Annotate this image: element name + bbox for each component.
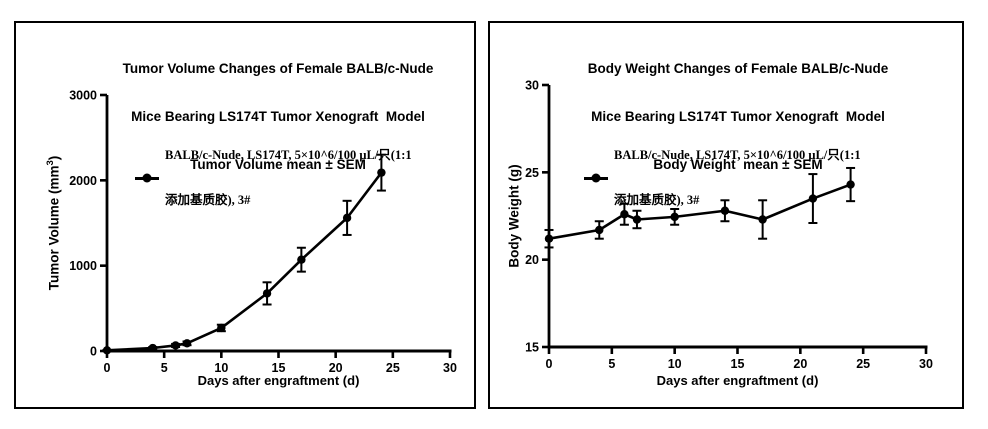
chart-title: Tumor Volume Changes of Female BALB/c-Nu…: [82, 29, 474, 205]
data-point: [342, 213, 352, 223]
y-axis-label: Body Weight (g): [505, 164, 522, 268]
y-tick-label: 1000: [69, 259, 97, 273]
chart-title-line-1: Body Weight Changes of Female BALB/c-Nud…: [587, 61, 889, 76]
legend-dot-icon: [591, 173, 601, 183]
legend-text-line-2: 添加基质胶), 3#: [614, 193, 700, 207]
data-point: [808, 194, 818, 203]
x-axis-label: Days after engraftment (d): [656, 373, 819, 388]
y-tick-label: 3000: [69, 89, 97, 103]
data-point: [297, 255, 306, 264]
y-tick-label: 30: [525, 79, 539, 93]
x-tick-label: 25: [386, 361, 400, 375]
data-point: [595, 225, 604, 235]
data-point: [148, 343, 157, 353]
y-axis-label-superscript: 3: [44, 160, 56, 166]
x-tick-label: 30: [919, 357, 933, 371]
x-tick-label: 20: [793, 357, 807, 371]
data-point: [620, 210, 629, 219]
data-point: [632, 215, 642, 224]
x-axis-label: Days after engraftment (d): [197, 373, 360, 388]
data-point: [171, 341, 180, 350]
x-tick-label: 10: [214, 361, 228, 375]
data-point: [102, 346, 112, 355]
y-tick-label: 25: [525, 166, 539, 180]
x-tick-label: 30: [443, 361, 457, 375]
data-point: [182, 339, 192, 348]
legend-text-line-1: BALB/c-Nude, LS174T, 5×10^6/100 μL/只(1:1: [614, 148, 861, 162]
y-tick-label: 0: [90, 345, 97, 359]
y-axis-label-text: Body Weight (g): [506, 164, 522, 268]
legend-series-marker-icon: [584, 172, 608, 184]
chart-title-line-2: Mice Bearing LS174T Tumor Xenograft Mode…: [131, 109, 425, 124]
body-weight-chart: 0 5 10 15 20 25 30 15 20 25 30: [525, 79, 933, 372]
chart-title-line-1: Tumor Volume Changes of Female BALB/c-Nu…: [122, 61, 434, 76]
legend-text: BALB/c-Nude, LS174T, 5×10^6/100 μL/只(1:1…: [165, 118, 412, 238]
x-tick-label: 0: [546, 357, 553, 371]
y-axis-label: Tumor Volume (mm3): [45, 156, 62, 291]
chart-title-line-3: Tumor Volume mean ± SEM: [190, 157, 366, 172]
data-point: [720, 206, 730, 215]
legend-series-marker-icon: [135, 172, 159, 184]
y-axis-label-text: Tumor Volume (mm: [46, 165, 62, 291]
x-tick-label: 5: [161, 361, 168, 375]
tumor-volume-panel: 0 5 10 15 20 25 30 0 1000 2000 3000 Tumor Volume C…: [14, 21, 476, 409]
data-point: [377, 168, 386, 177]
data-point: [544, 234, 554, 243]
legend-text-line-1: BALB/c-Nude, LS174T, 5×10^6/100 μL/只(1:1: [165, 148, 412, 162]
legend-text-line-2: 添加基质胶), 3#: [165, 193, 251, 207]
data-point: [262, 289, 272, 298]
data-point: [670, 212, 679, 222]
x-tick-label: 20: [329, 361, 343, 375]
x-tick-label: 0: [104, 361, 111, 375]
chart-title: Body Weight Changes of Female BALB/c-Nud…: [548, 29, 928, 205]
data-point: [217, 323, 226, 333]
tumor-volume-chart: 0 5 10 15 20 25 30 0 1000 2000 3000: [69, 89, 457, 376]
legend: BALB/c-Nude, LS174T, 5×10^6/100 μL/只(1:1…: [584, 118, 861, 238]
y-tick-label: 15: [525, 341, 539, 355]
data-point: [758, 215, 767, 224]
x-tick-label: 25: [856, 357, 870, 371]
y-tick-label: 20: [525, 253, 539, 267]
x-tick-label: 15: [731, 357, 745, 371]
chart-title-line-3: Body Weight mean ± SEM: [653, 157, 823, 172]
legend: BALB/c-Nude, LS174T, 5×10^6/100 μL/只(1:1…: [135, 118, 412, 238]
y-tick-label: 2000: [69, 174, 97, 188]
data-point: [846, 180, 855, 189]
legend-dot-icon: [142, 173, 152, 183]
legend-text: BALB/c-Nude, LS174T, 5×10^6/100 μL/只(1:1…: [614, 118, 861, 238]
y-axis-label-close: ): [46, 155, 62, 161]
body-weight-panel: 0 5 10 15 20 25 30 15 20 25 30 Body Weight Changes…: [488, 21, 964, 409]
x-tick-label: 5: [608, 357, 615, 371]
x-tick-label: 15: [272, 361, 286, 375]
chart-title-line-2: Mice Bearing LS174T Tumor Xenograft Mode…: [591, 109, 885, 124]
x-tick-label: 10: [668, 357, 682, 371]
